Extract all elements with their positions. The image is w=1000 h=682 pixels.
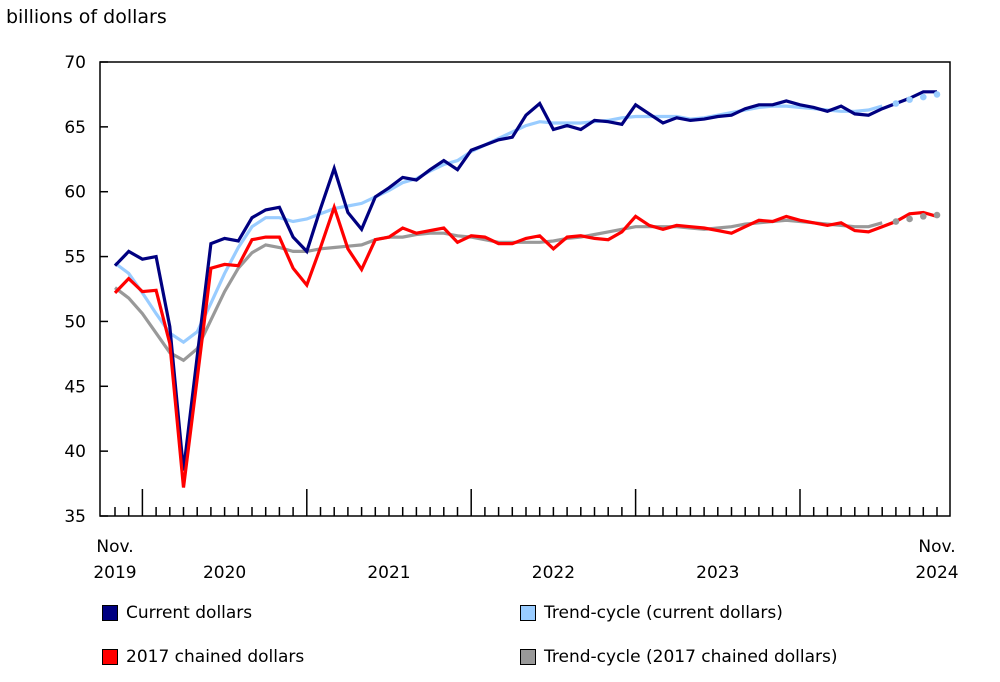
legend-item: Trend-cycle (2017 chained dollars)	[520, 647, 838, 667]
y-tick-label: 60	[64, 183, 86, 203]
series-line-current-dollars	[113, 90, 937, 471]
x-tick-label: Nov.	[918, 537, 955, 557]
legend-label: Trend-cycle (2017 chained dollars)	[544, 647, 838, 667]
x-tick-label: 2023	[696, 563, 739, 583]
series-point-trend-cycle-2017-chained-dollars	[892, 218, 900, 225]
series-point-trend-cycle-current-dollars	[933, 91, 941, 98]
series-point-trend-cycle-current-dollars	[906, 96, 913, 103]
y-tick-label: 70	[64, 53, 86, 73]
series-line-trend-cycle-current-dollars	[114, 104, 883, 345]
series-point-trend-cycle-2017-chained-dollars	[906, 215, 913, 223]
y-tick-label: 50	[64, 312, 86, 332]
series-line-2017-chained-dollars	[113, 202, 938, 488]
legend-swatch	[520, 605, 536, 621]
legend-item: Trend-cycle (current dollars)	[520, 603, 783, 623]
series-line-trend-cycle-2017-chained-dollars	[114, 218, 883, 363]
legend-label: Trend-cycle (current dollars)	[544, 603, 783, 623]
plot-frame	[99, 61, 951, 517]
x-tick-label: Nov.	[96, 537, 133, 557]
legend-item: 2017 chained dollars	[102, 647, 304, 667]
legend-label: 2017 chained dollars	[126, 647, 305, 667]
y-tick-label: 40	[64, 442, 86, 462]
x-tick-label: 2021	[367, 563, 410, 583]
series-point-trend-cycle-current-dollars	[892, 100, 900, 107]
x-tick-label: 2020	[203, 563, 246, 583]
legend-swatch	[102, 649, 118, 665]
x-tick-label: 2022	[532, 563, 575, 583]
y-tick-label: 65	[64, 118, 86, 138]
series-point-trend-cycle-2017-chained-dollars	[933, 211, 941, 219]
y-tick-label: 55	[64, 248, 86, 268]
series-point-trend-cycle-2017-chained-dollars	[920, 213, 927, 220]
legend-item: Current dollars	[102, 603, 252, 623]
x-tick-label: 2019	[93, 563, 136, 583]
y-tick-label: 45	[64, 377, 86, 397]
legend-label: Current dollars	[126, 603, 253, 623]
legend-swatch	[102, 605, 118, 621]
x-tick-label: 2024	[915, 563, 958, 583]
series-point-trend-cycle-current-dollars	[920, 93, 927, 101]
y-tick-label: 35	[64, 507, 86, 527]
y-axis-label: billions of dollars	[6, 6, 167, 28]
legend-swatch	[520, 649, 536, 665]
